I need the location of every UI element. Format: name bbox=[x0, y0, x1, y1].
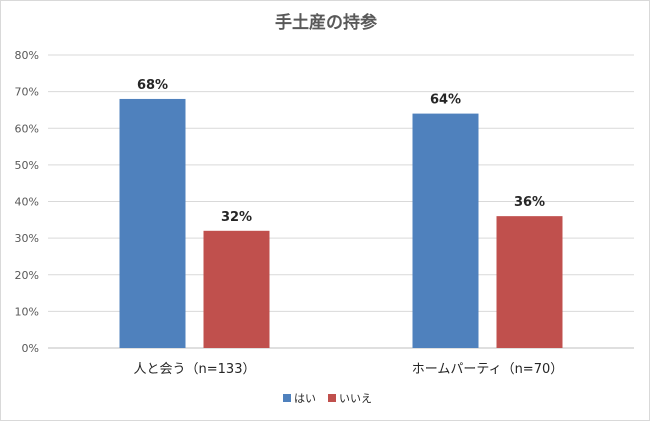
bar-hai-1 bbox=[412, 113, 479, 348]
y-tick-label: 0% bbox=[22, 342, 39, 355]
legend-label: いいえ bbox=[339, 392, 372, 405]
y-tick-label: 10% bbox=[15, 305, 39, 318]
data-label: 64% bbox=[430, 93, 461, 108]
y-axis-ticks: 0% 10% 20% 30% 40% 50% 60% 70% 80% bbox=[15, 49, 39, 355]
y-tick-label: 20% bbox=[15, 269, 39, 282]
legend: はい いいえ bbox=[283, 392, 372, 405]
x-axis-categories: 人と会う（n=133） ホームパーティ（n=70） bbox=[134, 362, 564, 377]
bar-iie-0 bbox=[203, 230, 270, 348]
x-category-label: ホームパーティ（n=70） bbox=[412, 362, 564, 377]
y-tick-label: 80% bbox=[15, 49, 39, 62]
x-category-label: 人と会う（n=133） bbox=[134, 362, 256, 377]
y-tick-label: 70% bbox=[15, 86, 39, 99]
bar-hai-0 bbox=[119, 98, 186, 348]
data-label: 36% bbox=[514, 195, 545, 210]
y-tick-label: 40% bbox=[15, 196, 39, 209]
data-label: 32% bbox=[221, 210, 252, 225]
chart-title: 手土産の持参 bbox=[275, 12, 377, 33]
bar-iie-1 bbox=[496, 216, 563, 348]
legend-label: はい bbox=[294, 392, 316, 405]
y-tick-label: 30% bbox=[15, 232, 39, 245]
data-label: 68% bbox=[137, 78, 168, 93]
y-tick-label: 60% bbox=[15, 122, 39, 135]
legend-swatch bbox=[283, 394, 291, 402]
y-tick-label: 50% bbox=[15, 159, 39, 172]
data-labels: 68% 32% 64% 36% bbox=[137, 78, 545, 225]
legend-swatch bbox=[328, 394, 336, 402]
bars bbox=[119, 98, 563, 348]
